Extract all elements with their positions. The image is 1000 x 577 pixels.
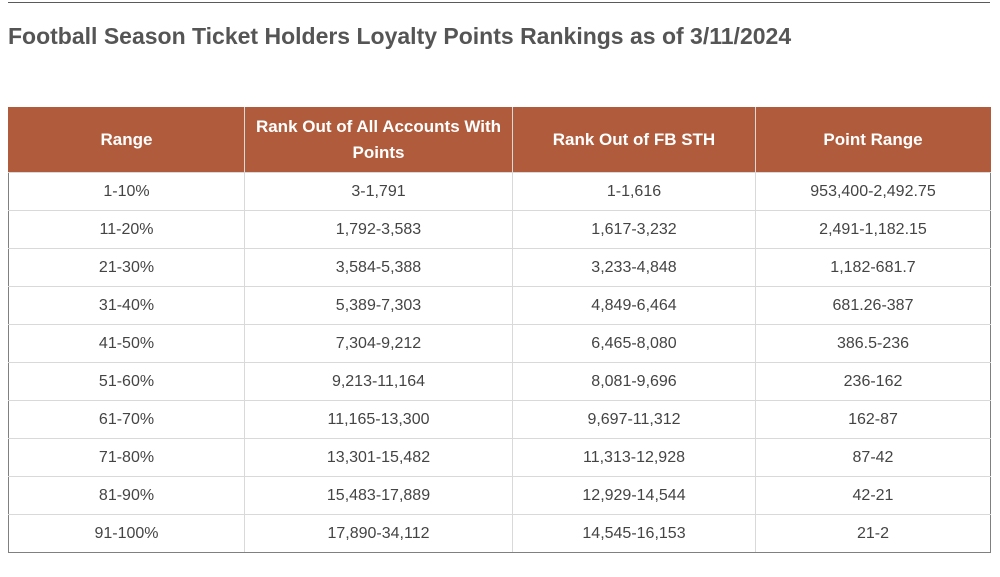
cell-range: 31-40% [8, 286, 245, 325]
cell-point-range: 2,491-1,182.15 [755, 210, 991, 249]
cell-rank-fb-sth: 4,849-6,464 [512, 286, 756, 325]
cell-point-range: 1,182-681.7 [755, 248, 991, 287]
table-row: 91-100% 17,890-34,112 14,545-16,153 21-2 [8, 514, 991, 553]
cell-rank-fb-sth: 6,465-8,080 [512, 324, 756, 363]
cell-rank-all: 11,165-13,300 [244, 400, 513, 439]
cell-point-range: 21-2 [755, 514, 991, 553]
cell-rank-fb-sth: 8,081-9,696 [512, 362, 756, 401]
cell-rank-all: 5,389-7,303 [244, 286, 513, 325]
table-row: 31-40% 5,389-7,303 4,849-6,464 681.26-38… [8, 286, 991, 325]
header-rank-fb-sth: Rank Out of FB STH [512, 107, 756, 173]
cell-range: 71-80% [8, 438, 245, 477]
cell-range: 61-70% [8, 400, 245, 439]
loyalty-rankings-table: Range Rank Out of All Accounts With Poin… [8, 107, 991, 553]
cell-rank-all: 13,301-15,482 [244, 438, 513, 477]
cell-point-range: 87-42 [755, 438, 991, 477]
cell-range: 51-60% [8, 362, 245, 401]
header-point-range: Point Range [755, 107, 991, 173]
cell-rank-fb-sth: 1,617-3,232 [512, 210, 756, 249]
cell-point-range: 681.26-387 [755, 286, 991, 325]
table-row: 21-30% 3,584-5,388 3,233-4,848 1,182-681… [8, 248, 991, 287]
table-header: Range Rank Out of All Accounts With Poin… [8, 107, 991, 173]
header-range: Range [8, 107, 245, 173]
cell-rank-all: 7,304-9,212 [244, 324, 513, 363]
cell-rank-all: 3,584-5,388 [244, 248, 513, 287]
cell-rank-fb-sth: 9,697-11,312 [512, 400, 756, 439]
table-row: 11-20% 1,792-3,583 1,617-3,232 2,491-1,1… [8, 210, 991, 249]
cell-rank-all: 17,890-34,112 [244, 514, 513, 553]
cell-rank-all: 9,213-11,164 [244, 362, 513, 401]
cell-rank-all: 15,483-17,889 [244, 476, 513, 515]
cell-range: 1-10% [8, 172, 245, 211]
cell-rank-all: 1,792-3,583 [244, 210, 513, 249]
top-divider [8, 2, 990, 3]
header-row: Range Rank Out of All Accounts With Poin… [8, 107, 991, 173]
table-row: 51-60% 9,213-11,164 8,081-9,696 236-162 [8, 362, 991, 401]
cell-rank-fb-sth: 12,929-14,544 [512, 476, 756, 515]
cell-range: 91-100% [8, 514, 245, 553]
table-row: 41-50% 7,304-9,212 6,465-8,080 386.5-236 [8, 324, 991, 363]
cell-rank-fb-sth: 11,313-12,928 [512, 438, 756, 477]
cell-point-range: 236-162 [755, 362, 991, 401]
cell-point-range: 386.5-236 [755, 324, 991, 363]
table-row: 81-90% 15,483-17,889 12,929-14,544 42-21 [8, 476, 991, 515]
header-rank-all-accounts: Rank Out of All Accounts With Points [244, 107, 513, 173]
cell-point-range: 162-87 [755, 400, 991, 439]
table-row: 71-80% 13,301-15,482 11,313-12,928 87-42 [8, 438, 991, 477]
cell-rank-fb-sth: 14,545-16,153 [512, 514, 756, 553]
cell-rank-fb-sth: 3,233-4,848 [512, 248, 756, 287]
cell-rank-all: 3-1,791 [244, 172, 513, 211]
cell-point-range: 953,400-2,492.75 [755, 172, 991, 211]
cell-range: 41-50% [8, 324, 245, 363]
table-row: 1-10% 3-1,791 1-1,616 953,400-2,492.75 [8, 172, 991, 211]
cell-point-range: 42-21 [755, 476, 991, 515]
page-title: Football Season Ticket Holders Loyalty P… [8, 23, 792, 49]
table-body: 1-10% 3-1,791 1-1,616 953,400-2,492.75 1… [8, 172, 991, 553]
cell-range: 81-90% [8, 476, 245, 515]
table-row: 61-70% 11,165-13,300 9,697-11,312 162-87 [8, 400, 991, 439]
cell-range: 11-20% [8, 210, 245, 249]
cell-rank-fb-sth: 1-1,616 [512, 172, 756, 211]
cell-range: 21-30% [8, 248, 245, 287]
